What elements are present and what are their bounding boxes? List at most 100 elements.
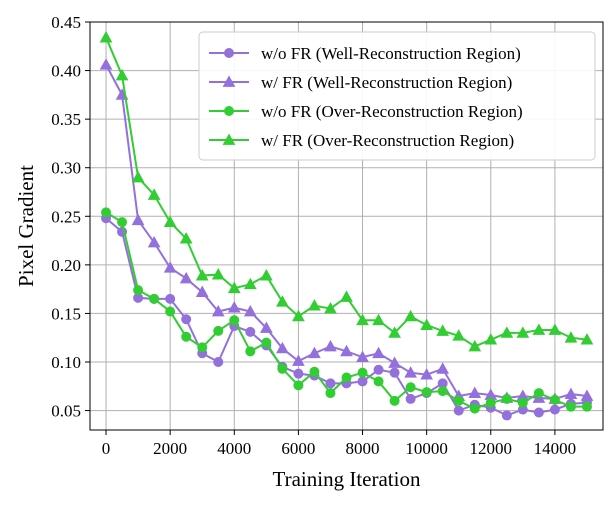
data-point [388,326,401,338]
data-point [501,410,512,421]
data-point [549,394,560,405]
legend-item: w/o FR (Well-Reconstruction Region) [209,44,521,63]
data-point [564,331,578,343]
legend-label: w/ FR (Well-Reconstruction Region) [261,73,512,92]
x-axis-label: Training Iteration [273,467,421,491]
x-tick-label: 14000 [534,439,577,458]
data-point [452,329,466,341]
x-tick-label: 8000 [346,439,380,458]
data-point [245,346,256,357]
y-tick-label: 0.15 [51,304,81,323]
legend-marker [224,106,234,116]
data-point [389,367,400,378]
data-point [469,403,480,414]
data-point [516,326,530,338]
legend: w/o FR (Well-Reconstruction Region) w/ FR… [198,31,596,161]
data-point [340,344,353,357]
data-point [485,397,496,408]
data-point [533,388,544,399]
data-point [325,378,336,389]
data-point [405,382,416,393]
data-point [292,354,305,366]
series-1 [101,213,592,421]
data-point [181,331,192,342]
data-point [179,232,193,244]
data-point [325,388,336,399]
data-point [179,271,193,284]
data-point [437,386,448,397]
data-point [373,364,384,375]
data-point [165,293,176,304]
data-point [181,314,192,325]
data-point [324,339,337,352]
data-point [581,401,592,412]
legend-item: w/ FR (Over-Reconstruction Region) [209,131,514,150]
data-point [163,261,177,273]
data-point [389,395,400,406]
plot-frame [89,21,604,431]
data-point [211,304,225,317]
data-point [115,68,129,81]
data-point [229,315,240,326]
data-point [131,170,145,183]
data-point [405,393,416,404]
data-point [436,362,450,374]
y-tick-label: 0.30 [51,159,81,178]
data-point [533,407,544,418]
series-3 [101,207,592,414]
legend-marker [224,48,234,58]
data-point [580,333,594,345]
legend-label: w/ FR (Over-Reconstruction Region) [261,131,514,150]
y-axis-label: Pixel Gradient [14,165,38,287]
data-point [548,323,562,335]
data-point [245,326,256,337]
data-point [293,380,304,391]
x-tick-label: 2000 [153,439,187,458]
legend-marker [222,133,236,145]
y-tick-label: 0.45 [51,13,81,32]
data-point [340,290,353,302]
y-tick-label: 0.05 [51,402,81,421]
legend-item: w/ FR (Well-Reconstruction Region) [209,73,512,92]
data-point [293,368,304,379]
data-point [309,366,320,377]
data-point [372,313,385,326]
data-point [388,356,401,368]
data-point [227,301,241,313]
data-point [453,405,464,416]
data-point [259,269,273,281]
data-point [356,350,369,363]
data-point [276,341,289,354]
data-point [500,326,514,338]
data-point [261,337,272,348]
legend-label: w/o FR (Well-Reconstruction Region) [261,44,521,63]
data-point [195,285,209,297]
data-point [99,31,113,43]
data-point [468,339,482,352]
data-point [213,357,224,367]
data-point [580,389,594,401]
x-tick-label: 10000 [405,439,448,458]
data-point [420,318,434,330]
data-point [501,393,512,404]
data-point [356,313,369,326]
data-point [149,293,160,304]
data-point [277,363,288,374]
data-point [117,217,128,228]
data-point [532,323,546,335]
data-point [99,58,113,70]
data-point [308,299,321,311]
data-point [453,395,464,406]
data-point [324,302,337,314]
data-point [259,321,273,333]
data-point [357,367,368,378]
data-point [243,277,257,290]
legend-item: w/o FR (Over-Reconstruction Region) [209,102,523,121]
data-point [133,285,144,296]
y-tick-label: 0.10 [51,353,81,372]
data-point [357,376,368,387]
data-point [131,213,145,226]
data-point [565,401,576,412]
data-point [484,333,498,345]
